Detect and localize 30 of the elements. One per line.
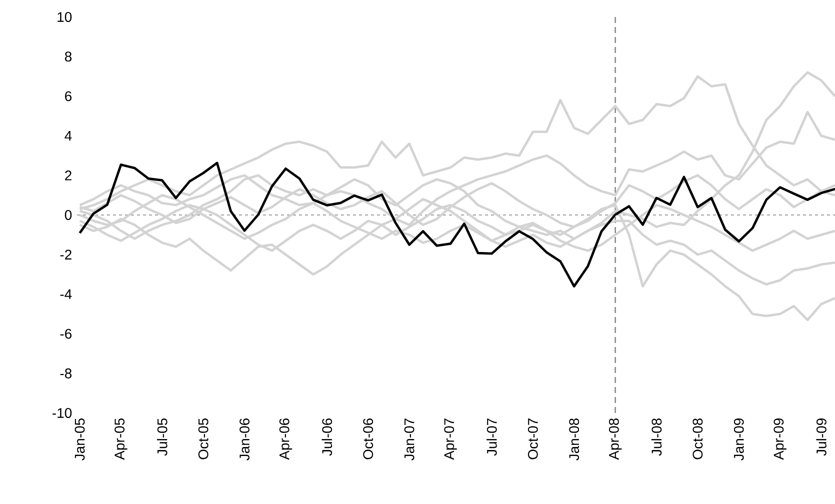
x-tick-label: Jul-09 bbox=[816, 418, 826, 456]
x-tick-label: Jul-08 bbox=[651, 418, 662, 456]
y-tick-label: 6 bbox=[65, 91, 72, 102]
x-tick-label: Apr-09 bbox=[774, 418, 786, 460]
x-tick-label: Apr-05 bbox=[114, 418, 128, 460]
x-tick-label: Jan-08 bbox=[569, 418, 580, 460]
y-tick-label: -4 bbox=[60, 289, 72, 300]
x-tick-label: Jan-06 bbox=[240, 418, 250, 460]
y-tick-label: 8 bbox=[64, 52, 72, 62]
x-tick-label: Oct-06 bbox=[363, 418, 374, 460]
y-tick-label: -2 bbox=[60, 250, 72, 260]
y-tick-label: -6 bbox=[60, 328, 72, 339]
x-tick-label: Jul-07 bbox=[486, 418, 497, 456]
y-tick-label: 0 bbox=[64, 210, 72, 220]
x-tick-label: Jan-07 bbox=[404, 418, 414, 460]
y-tick-label: 2 bbox=[65, 170, 72, 180]
y-tick-label: 10 bbox=[58, 12, 72, 22]
x-tick-label: Jan-09 bbox=[734, 418, 744, 460]
x-tick-label: Apr-08 bbox=[608, 418, 622, 460]
y-tick-label: 4 bbox=[64, 130, 72, 141]
x-tick-label: Jul-05 bbox=[157, 418, 168, 456]
x-tick-label: Jul-06 bbox=[322, 418, 332, 456]
x-tick-label: Oct-07 bbox=[528, 418, 538, 460]
x-tick-label: Jan-05 bbox=[74, 418, 85, 460]
x-tick-label: Apr-07 bbox=[444, 418, 457, 460]
y-tick-label: -10 bbox=[52, 408, 72, 418]
x-tick-label: Oct-05 bbox=[198, 418, 208, 460]
y-tick-label: -8 bbox=[60, 368, 72, 378]
x-tick-label: Apr-06 bbox=[279, 418, 292, 460]
x-tick-label: Oct-08 bbox=[692, 418, 703, 460]
